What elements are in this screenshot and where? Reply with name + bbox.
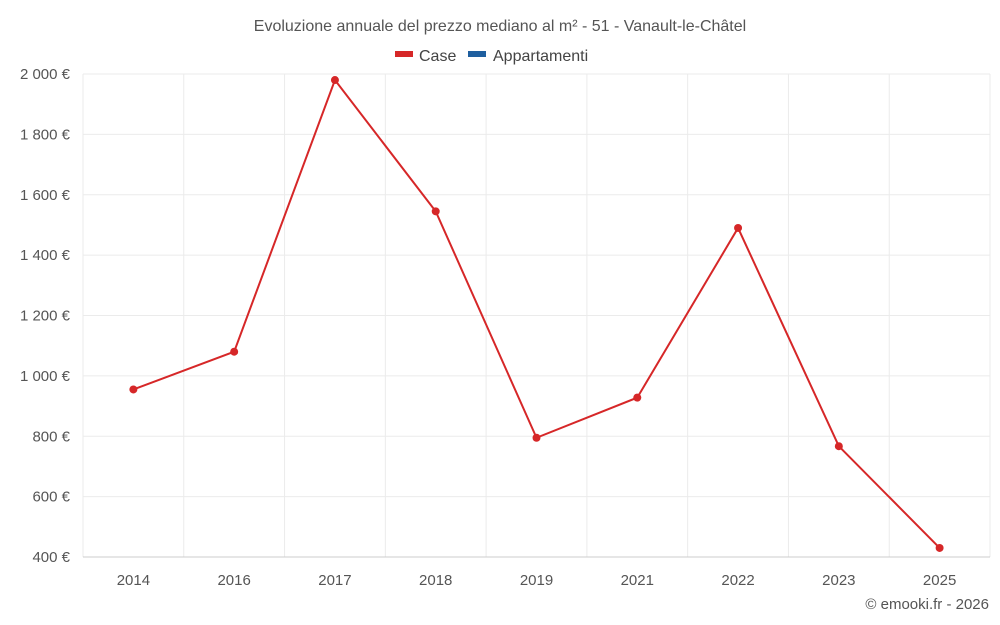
x-tick-label: 2017 (318, 572, 351, 589)
legend-item-case[interactable]: Case (395, 48, 456, 65)
data-point-case[interactable] (230, 347, 239, 356)
y-tick-label: 1 800 € (20, 126, 71, 143)
legend-label-appartamenti: Appartamenti (493, 48, 588, 65)
chart-title: Evoluzione annuale del prezzo mediano al… (254, 18, 746, 35)
x-tick-label: 2016 (217, 572, 250, 589)
x-tick-label: 2014 (117, 572, 150, 589)
data-point-case[interactable] (330, 76, 339, 85)
legend-item-appartamenti[interactable]: Appartamenti (468, 48, 588, 65)
y-tick-label: 1 600 € (20, 187, 71, 204)
legend-swatch-appartamenti (468, 51, 486, 57)
x-tick-label: 2022 (721, 572, 754, 589)
data-point-case[interactable] (935, 543, 944, 552)
series-line-case (133, 77, 941, 549)
y-tick-label: 1 200 € (20, 308, 71, 325)
y-tick-label: 2 000 € (20, 66, 71, 83)
x-tick-label: 2021 (621, 572, 654, 589)
data-point-case[interactable] (834, 442, 843, 451)
x-tick-label: 2018 (419, 572, 452, 589)
x-tick-label: 2019 (520, 572, 553, 589)
x-tick-label: 2023 (822, 572, 855, 589)
legend-swatch-case (395, 51, 413, 57)
y-tick-label: 1 000 € (20, 368, 71, 385)
data-point-case[interactable] (532, 433, 541, 442)
data-point-case[interactable] (431, 207, 440, 216)
data-point-case[interactable] (734, 223, 743, 232)
y-tick-label: 600 € (32, 489, 70, 506)
x-tick-label: 2025 (923, 572, 956, 589)
y-tick-label: 1 400 € (20, 247, 71, 264)
y-tick-label: 800 € (32, 428, 70, 445)
grid (82, 73, 991, 558)
axes: 400 € 600 € 800 € 1 000 € 1 200 € 1 400 € 1 60… (20, 66, 990, 589)
legend: Case Appartamenti (395, 48, 588, 65)
legend-label-case: Case (419, 48, 456, 65)
y-tick-label: 400 € (32, 549, 70, 566)
series (129, 76, 944, 552)
data-point-case[interactable] (633, 393, 642, 402)
data-point-case[interactable] (129, 385, 138, 394)
credit-text: © emooki.fr - 2026 (865, 596, 989, 613)
